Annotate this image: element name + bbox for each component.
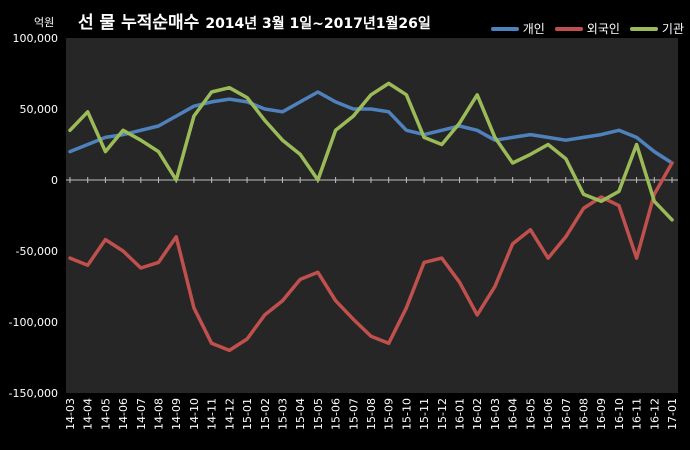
legend-item-institution: 기관 [629, 20, 684, 37]
x-tick-label: 15-07 [347, 398, 360, 430]
x-tick-label: 14-07 [135, 398, 148, 430]
series-layer [68, 81, 674, 353]
x-tick-label: 16-01 [454, 398, 467, 430]
y-tick-label: 0 [51, 174, 58, 187]
x-tick-label: 16-04 [507, 398, 520, 430]
x-tick-label: 15-10 [400, 398, 413, 430]
x-tick-label: 16-08 [577, 398, 590, 430]
x-tick-label: 14-11 [206, 398, 219, 430]
x-tick-label: 14-09 [170, 398, 183, 430]
x-tick-label: 14-10 [188, 398, 201, 430]
x-tick-label: 14-04 [82, 398, 95, 430]
y-axis: 100,000 50,000 0 -50,000 -100,000 -150,000 [9, 32, 678, 400]
x-tick-label: 16-11 [631, 398, 644, 430]
x-tick-label: 16-09 [595, 398, 608, 430]
y-tick-label: -100,000 [9, 316, 58, 329]
x-tick-label: 14-05 [99, 398, 112, 430]
chart-title-main: 선 물 누적순매수 [78, 13, 200, 33]
x-tick-label: 16-05 [524, 398, 537, 430]
x-axis: 14-03 14-04 14-05 14-06 14-07 14-08 14-09 14-10… [64, 177, 679, 430]
x-tick-label: 15-08 [365, 398, 378, 430]
y-axis-unit-label: 억원 [34, 16, 55, 29]
x-tick-label: 15-03 [276, 398, 289, 430]
x-tick-label: 16-06 [542, 398, 555, 430]
x-tick-label: 16-03 [489, 398, 502, 430]
plot-area [66, 38, 678, 393]
legend-item-individual: 개인 [490, 20, 545, 37]
x-tick-label: 15-02 [259, 398, 272, 430]
legend-label-foreign: 외국인 [586, 22, 620, 36]
y-tick-label: -150,000 [9, 387, 58, 400]
x-tick-label: 15-05 [312, 398, 325, 430]
x-tick-label: 14-03 [64, 398, 77, 430]
y-tick-label: 50,000 [20, 103, 59, 116]
y-tick-label: 100,000 [13, 32, 59, 45]
x-tick-label: 15-12 [436, 398, 449, 430]
legend-swatch-individual [490, 26, 519, 31]
x-tick-label: 14-12 [223, 398, 236, 430]
y-tick-label: -50,000 [16, 245, 58, 258]
x-tick-label: 16-07 [560, 398, 573, 430]
x-tick-label: 15-01 [241, 398, 254, 430]
x-tick-label: 15-06 [330, 398, 343, 430]
x-tick-label: 15-09 [383, 398, 396, 430]
legend-item-foreign: 외국인 [554, 20, 620, 37]
chart-title: 선 물 누적순매수 2014년 3월 1일~2017년1월26일 [78, 8, 431, 33]
legend-label-individual: 개인 [522, 22, 545, 36]
x-tick-label: 17-01 [666, 398, 679, 430]
chart-legend: 개인 외국인 기관 [490, 20, 684, 37]
x-tick-label: 14-06 [117, 398, 130, 430]
legend-label-institution: 기관 [661, 22, 684, 36]
x-tick-label: 16-12 [648, 398, 661, 430]
x-tick-label: 15-04 [294, 398, 307, 430]
x-tick-label: 16-02 [471, 398, 484, 430]
legend-swatch-institution [629, 26, 658, 31]
x-tick-label: 16-10 [613, 398, 626, 430]
x-tick-label: 14-08 [153, 398, 166, 430]
x-tick-label: 15-11 [418, 398, 431, 430]
chart-subtitle: 2014년 3월 1일~2017년1월26일 [205, 16, 431, 32]
legend-swatch-foreign [554, 26, 583, 31]
